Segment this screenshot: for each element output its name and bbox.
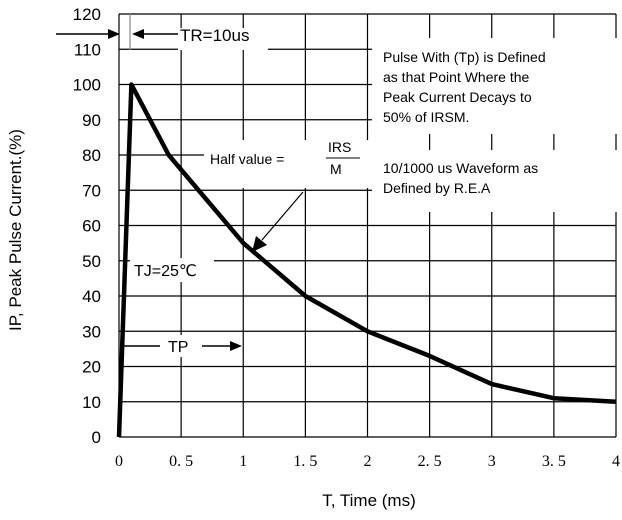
tp-label: TP	[168, 339, 188, 356]
x-axis-label: T, Time (ms)	[322, 491, 416, 510]
y-tick-label: 120	[73, 5, 101, 24]
x-tick-label: 0	[115, 453, 123, 470]
waveform-note-line-2: Defined by R.E.A	[383, 180, 491, 196]
half-value-box	[204, 140, 372, 188]
tr-annotation: TR=10us	[56, 14, 249, 50]
y-tick-label: 100	[73, 76, 101, 95]
y-tick-label: 40	[82, 287, 101, 306]
half-value-label: Half value =	[210, 151, 284, 167]
pulse-note-box	[372, 38, 618, 134]
half-value-annotation: Half value = IRS M	[210, 139, 360, 252]
y-tick-labels: 0 10 20 30 40 50 60 70 80 90 100 110 120	[73, 5, 101, 447]
y-tick-label: 30	[82, 322, 101, 341]
tr-label-box	[178, 28, 268, 50]
y-tick-label: 90	[82, 111, 101, 130]
pulse-note-line-4: 50% of IRSM.	[383, 109, 469, 125]
x-tick-labels: 0 0. 5 1 1. 5 2 2. 5 3 3. 5 4	[115, 453, 620, 470]
x-tick-label: 2. 5	[418, 453, 442, 470]
y-tick-label: 110	[74, 40, 101, 59]
y-tick-label: 60	[82, 217, 101, 236]
tj-label-box	[130, 258, 214, 282]
half-value-numerator: IRS	[328, 139, 351, 155]
tp-arrowhead	[230, 341, 242, 351]
tj-label: TJ=25℃	[134, 263, 197, 280]
x-tick-label: 1. 5	[293, 453, 317, 470]
tr-left-arrowhead	[108, 29, 120, 39]
x-tick-label: 2	[364, 453, 372, 470]
x-tick-label: 4	[612, 453, 620, 470]
tr-label: TR=10us	[180, 26, 249, 45]
x-tick-label: 3	[488, 453, 496, 470]
waveform-note-box	[372, 150, 618, 212]
waveform-note-line-1: 10/1000 us Waveform as	[383, 160, 538, 176]
half-value-pointer-line	[261, 191, 304, 241]
tp-label-box	[160, 335, 206, 357]
pulse-note-line-2: as that Point Where the	[383, 69, 530, 85]
half-value-denominator: M	[330, 161, 342, 177]
pulse-note-line-3: Peak Current Decays to	[383, 89, 532, 105]
x-tick-label: 3. 5	[542, 453, 566, 470]
y-axis-label: IP, Peak Pulse Current.(%)	[6, 129, 25, 331]
tr-right-arrowhead	[132, 29, 144, 39]
x-tick-label: 0. 5	[169, 453, 193, 470]
y-tick-label: 70	[82, 181, 101, 200]
half-value-pointer-arrowhead	[252, 236, 267, 252]
y-tick-label: 20	[82, 358, 101, 377]
tp-annotation: TP	[120, 339, 242, 356]
y-tick-label: 50	[82, 252, 101, 271]
pulse-note: Pulse With (Tp) is Defined as that Point…	[383, 49, 546, 125]
y-tick-label: 80	[82, 146, 101, 165]
pulse-note-line-1: Pulse With (Tp) is Defined	[383, 49, 546, 65]
y-tick-label: 10	[82, 393, 101, 412]
y-tick-label: 0	[92, 428, 101, 447]
series-line	[116, 82, 617, 438]
x-tick-label: 1	[239, 453, 247, 470]
waveform-note: 10/1000 us Waveform as Defined by R.E.A	[383, 160, 538, 196]
